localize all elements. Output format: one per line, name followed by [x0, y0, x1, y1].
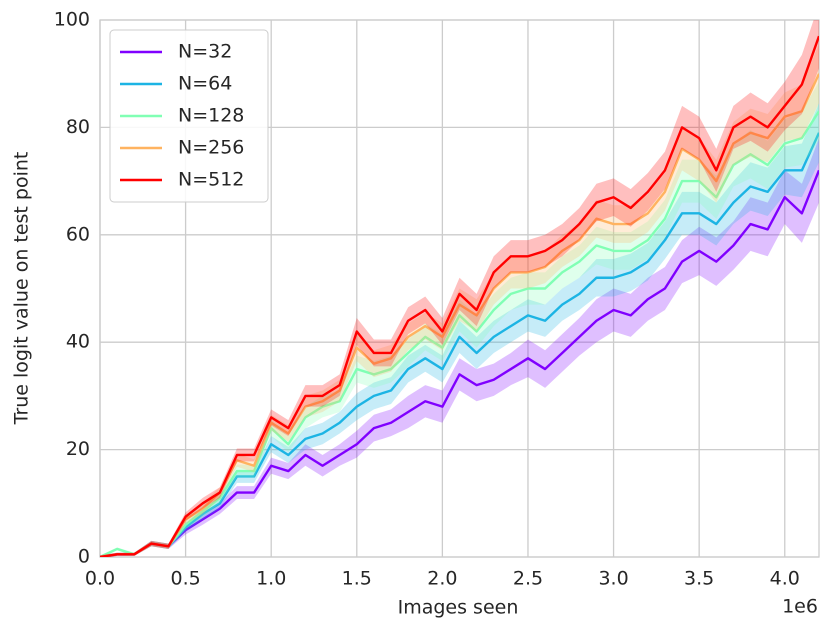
- plot-frame: [99, 19, 820, 558]
- x-tick-label: 0.5: [170, 568, 200, 590]
- x-offset-label: 1e6: [782, 596, 818, 618]
- legend-label: N=64: [178, 73, 232, 95]
- x-tick-label: 4.0: [770, 568, 800, 590]
- x-axis-label: Images seen: [398, 597, 519, 619]
- error-band: [100, 103, 819, 557]
- line: [100, 132, 819, 557]
- legend-label: N=256: [178, 137, 244, 159]
- line: [100, 35, 819, 557]
- x-tick-label: 3.0: [598, 568, 628, 590]
- legend-label: N=128: [178, 105, 244, 127]
- x-tick-label: 0.0: [85, 568, 115, 590]
- legend-box: [109, 29, 269, 203]
- y-tick-label: 80: [66, 116, 90, 138]
- y-tick-label: 100: [54, 9, 90, 31]
- x-tick-label: 2.5: [513, 568, 543, 590]
- plot-area: [100, 20, 819, 557]
- line: [100, 110, 819, 557]
- x-tick-label: 1.5: [342, 568, 372, 590]
- y-tick-label: 60: [66, 223, 90, 245]
- y-tick-label: 40: [66, 331, 90, 353]
- x-tick-label: 3.5: [684, 568, 714, 590]
- legend-label: N=512: [178, 169, 244, 191]
- error-band: [100, 81, 819, 557]
- x-tick-label: 1.0: [256, 568, 286, 590]
- y-axis-label: True logit value on test point: [11, 152, 33, 426]
- y-tick-label: 0: [78, 546, 90, 568]
- line: [100, 169, 819, 557]
- y-tick-label: 20: [66, 438, 90, 460]
- x-tick-label: 2.0: [427, 568, 457, 590]
- legend-label: N=32: [178, 41, 232, 63]
